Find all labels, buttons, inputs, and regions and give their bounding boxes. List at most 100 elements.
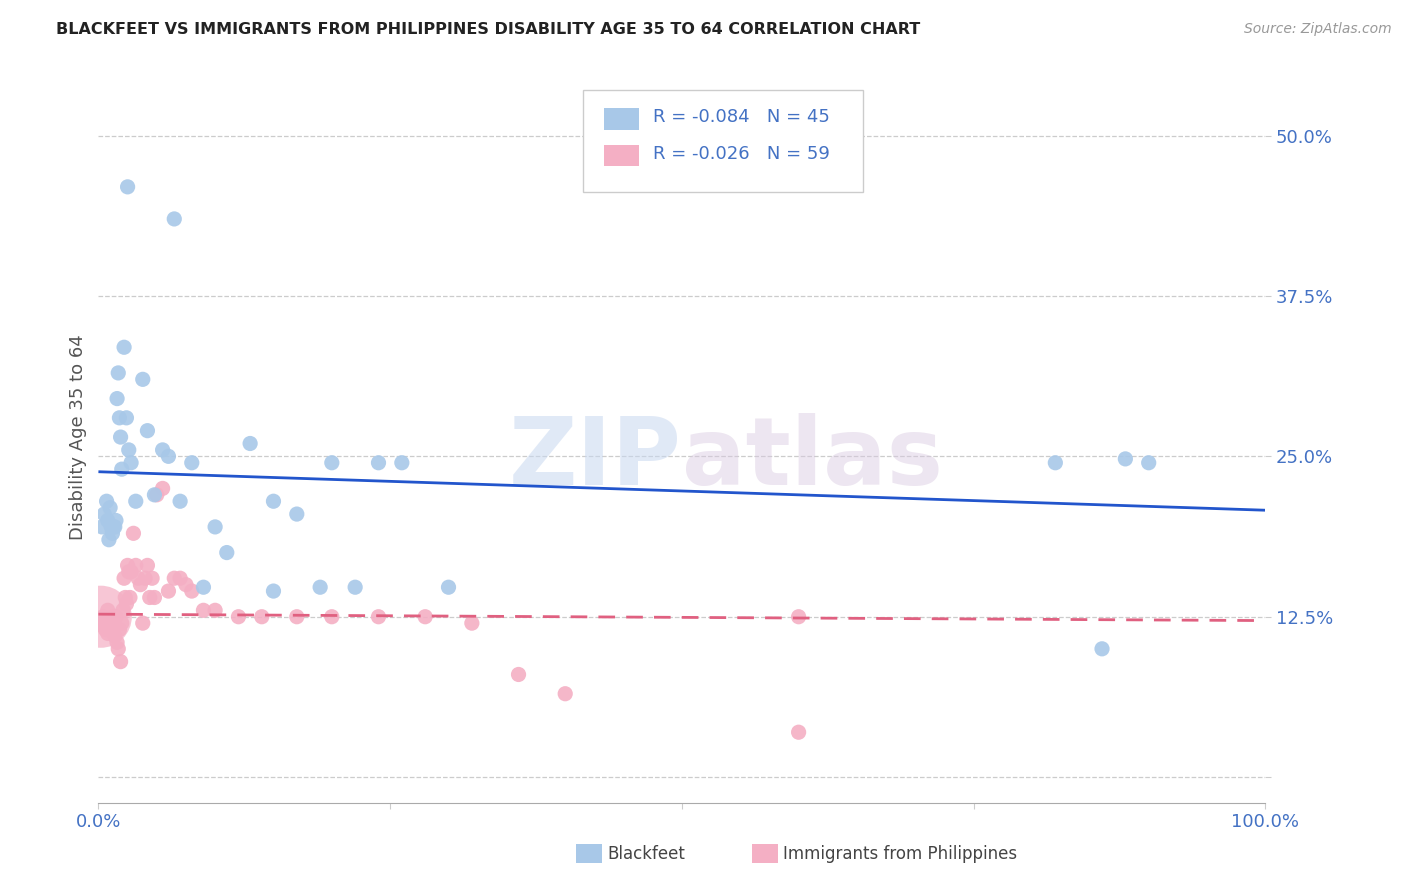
Point — [111, 603, 134, 617]
Point — [157, 450, 180, 464]
Point — [461, 616, 484, 631]
Point — [143, 488, 166, 502]
Point — [122, 526, 145, 541]
Point — [1091, 641, 1114, 656]
Point — [129, 577, 152, 591]
Point — [94, 618, 117, 632]
Point — [193, 603, 215, 617]
FancyBboxPatch shape — [582, 90, 863, 192]
Point — [93, 616, 115, 631]
Point — [141, 571, 163, 585]
Point — [94, 623, 117, 637]
Point — [97, 514, 120, 528]
Point — [127, 571, 149, 585]
Point — [193, 580, 215, 594]
Point — [262, 494, 284, 508]
Point — [110, 430, 132, 444]
Point — [111, 616, 134, 631]
Point — [98, 614, 121, 628]
Point — [367, 456, 389, 470]
Point — [321, 609, 343, 624]
Point — [285, 507, 308, 521]
Point — [108, 410, 131, 425]
Point — [309, 580, 332, 594]
Point — [125, 494, 148, 508]
Point — [180, 456, 202, 470]
Point — [117, 558, 139, 573]
Point — [215, 545, 238, 559]
Point — [163, 571, 186, 585]
Point — [139, 591, 162, 605]
Point — [90, 609, 112, 624]
Point — [157, 584, 180, 599]
Point — [101, 623, 124, 637]
Text: Source: ZipAtlas.com: Source: ZipAtlas.com — [1244, 22, 1392, 37]
Point — [120, 565, 142, 579]
Point — [239, 436, 262, 450]
Point — [112, 340, 135, 354]
Point — [97, 533, 120, 547]
Point — [136, 558, 159, 573]
Point — [508, 667, 530, 681]
Point — [1045, 456, 1067, 470]
Point — [120, 456, 142, 470]
Point — [152, 442, 174, 457]
Point — [103, 609, 125, 624]
Point — [228, 609, 250, 624]
Text: R = -0.026   N = 59: R = -0.026 N = 59 — [652, 145, 830, 163]
Point — [117, 179, 139, 194]
Point — [118, 442, 141, 457]
Point — [90, 520, 112, 534]
Text: atlas: atlas — [682, 413, 943, 505]
Point — [104, 514, 127, 528]
Point — [100, 616, 122, 631]
Point — [118, 591, 141, 605]
Point — [344, 580, 367, 594]
Text: R = -0.084   N = 45: R = -0.084 N = 45 — [652, 109, 830, 127]
Point — [169, 571, 191, 585]
Point — [118, 565, 141, 579]
Point — [152, 482, 174, 496]
Point — [104, 629, 127, 643]
Point — [101, 526, 124, 541]
Point — [96, 623, 118, 637]
Point — [136, 424, 159, 438]
Point — [104, 520, 127, 534]
Point — [105, 392, 128, 406]
Point — [97, 618, 120, 632]
Point — [391, 456, 413, 470]
Point — [114, 591, 136, 605]
Text: BLACKFEET VS IMMIGRANTS FROM PHILIPPINES DISABILITY AGE 35 TO 64 CORRELATION CHA: BLACKFEET VS IMMIGRANTS FROM PHILIPPINES… — [56, 22, 921, 37]
Point — [115, 410, 138, 425]
Y-axis label: Disability Age 35 to 64: Disability Age 35 to 64 — [69, 334, 87, 540]
Point — [108, 623, 131, 637]
Point — [132, 616, 155, 631]
Point — [105, 635, 128, 649]
Point — [262, 584, 284, 599]
Point — [91, 609, 114, 624]
Point — [115, 597, 138, 611]
Point — [98, 618, 121, 632]
Point — [143, 591, 166, 605]
Point — [112, 571, 135, 585]
Point — [1114, 451, 1136, 466]
Point — [285, 609, 308, 624]
Bar — [603, 145, 638, 167]
Point — [125, 558, 148, 573]
Point — [110, 655, 132, 669]
Point — [104, 609, 127, 624]
Point — [163, 211, 186, 226]
Point — [204, 603, 226, 617]
Point — [132, 372, 155, 386]
Point — [321, 456, 343, 470]
Point — [437, 580, 460, 594]
Point — [367, 609, 389, 624]
Point — [169, 494, 191, 508]
Point — [93, 507, 115, 521]
Point — [1137, 456, 1160, 470]
Point — [787, 725, 810, 739]
Point — [98, 500, 121, 515]
Point — [146, 488, 169, 502]
Point — [100, 520, 122, 534]
Text: ZIP: ZIP — [509, 413, 682, 505]
